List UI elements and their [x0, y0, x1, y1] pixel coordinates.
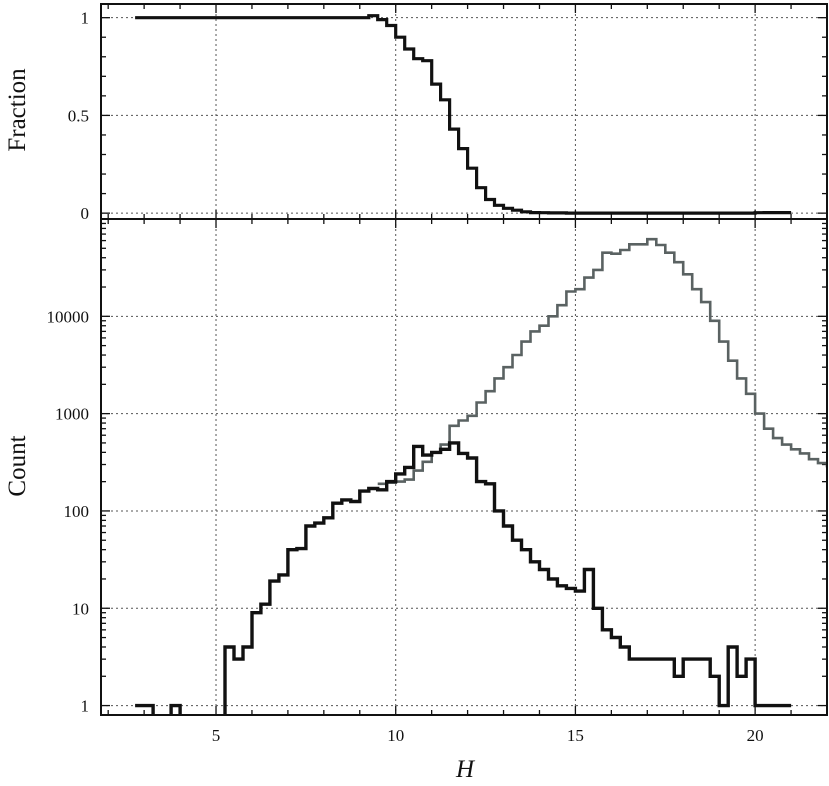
bottom-y-tick-label-1: 10 — [72, 599, 89, 618]
bottom-panel-frame — [100, 218, 828, 716]
top-panel-frame — [100, 3, 828, 220]
bottom-series-0 — [377, 237, 827, 486]
top-panel-fraction: 00.51 — [68, 3, 828, 223]
bottom-panel-ylabel: Count — [4, 435, 31, 496]
top-y-tick-label-0: 0 — [81, 204, 90, 223]
x-tick-label-2: 15 — [567, 726, 584, 745]
bottom-y-tick-label-0: 1 — [81, 697, 90, 716]
top-y-tick-label-1: 0.5 — [68, 106, 89, 125]
x-tick-label-3: 20 — [747, 726, 764, 745]
bottom-panel-count: 5 10 15 20 1 10 100 1000 10000 — [47, 218, 828, 745]
top-y-tick-label-2: 1 — [81, 9, 90, 28]
bottom-y-tick-label-3: 1000 — [55, 405, 89, 424]
bottom-y-tick-label-2: 100 — [64, 502, 90, 521]
x-tick-label-0: 5 — [212, 726, 221, 745]
top-series-0 — [135, 14, 792, 215]
x-tick-label-1: 10 — [387, 726, 404, 745]
x-axis-label: H — [455, 756, 476, 783]
bottom-y-tick-label-4: 10000 — [47, 307, 90, 326]
top-panel-ylabel: Fraction — [4, 68, 31, 152]
bottom-series-1 — [135, 441, 792, 715]
